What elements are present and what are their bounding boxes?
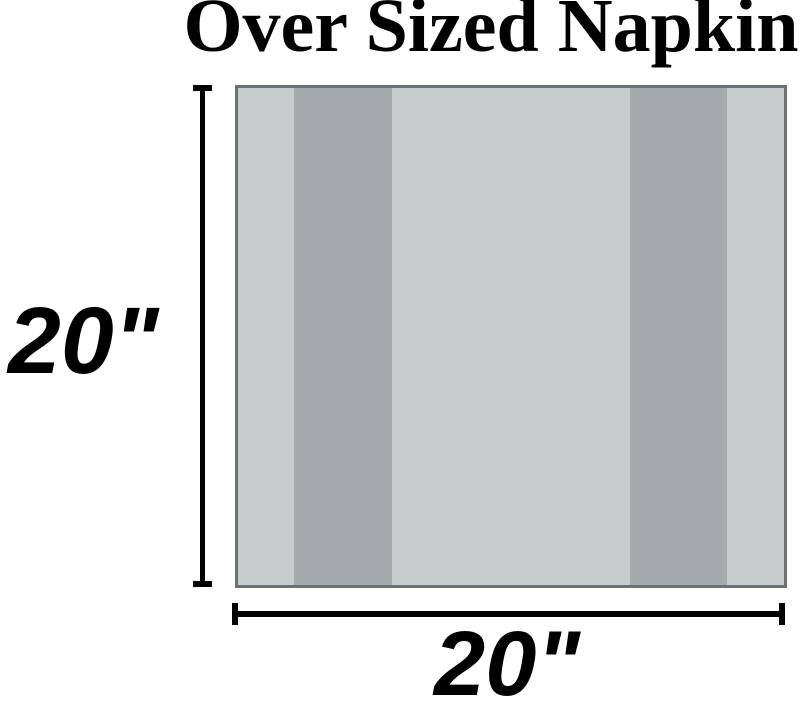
width-dimension-line [232,603,785,625]
napkin-image [235,85,787,588]
height-dimension-line [193,85,212,587]
height-label: 20" [8,288,159,394]
dimension-line-bar [200,85,205,587]
dimension-end-cap [193,581,212,587]
width-label: 20" [434,613,580,705]
page-title: Over Sized Napkin [183,0,799,68]
dimension-end-cap [779,603,785,625]
napkin-stripe-right [630,88,727,585]
napkin-stripe-left [294,88,392,585]
dimension-line-bar [232,611,785,617]
